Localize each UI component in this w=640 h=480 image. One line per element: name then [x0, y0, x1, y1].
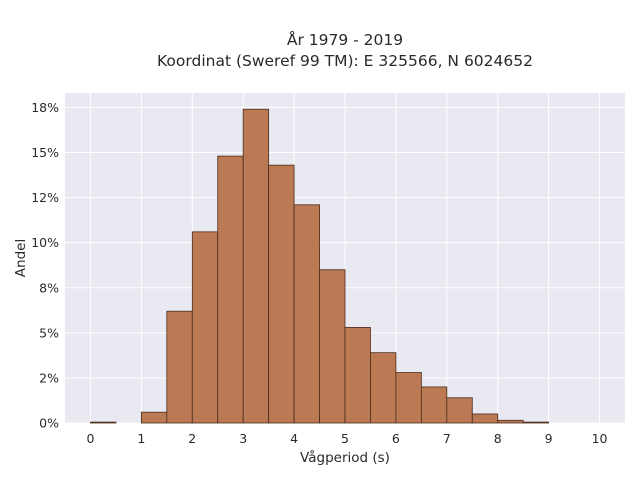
x-tick-label: 3: [239, 431, 247, 446]
histogram-bar: [395, 372, 422, 424]
y-tick-label: 0%: [39, 416, 59, 431]
y-tick-label: 5%: [39, 325, 59, 340]
x-tick-label: 9: [545, 431, 553, 446]
histogram-bar: [217, 155, 244, 424]
y-tick-label: 15%: [31, 145, 59, 160]
chart-title-line-1: År 1979 - 2019: [287, 30, 403, 49]
y-axis-ticks: 0% 2% 5% 8% 10% 12% 15% 18%: [31, 100, 59, 431]
x-tick-label: 2: [188, 431, 196, 446]
histogram-bar: [471, 413, 499, 424]
histogram-bar: [242, 108, 270, 424]
histogram-bar: [522, 421, 550, 424]
x-tick-label: 0: [86, 431, 94, 446]
histogram-bar: [140, 411, 168, 424]
x-tick-label: 7: [443, 431, 451, 446]
histogram-bar: [420, 386, 448, 424]
x-tick-label: 8: [494, 431, 502, 446]
y-tick-label: 2%: [39, 370, 59, 385]
x-axis-label: Vågperiod (s): [300, 449, 390, 466]
y-tick-label: 8%: [39, 280, 59, 295]
histogram-bar: [268, 164, 295, 424]
y-tick-label: 12%: [31, 190, 59, 205]
y-tick-label: 18%: [31, 100, 59, 115]
histogram-bar: [293, 204, 320, 424]
x-tick-label: 10: [592, 431, 608, 446]
y-tick-label: 10%: [31, 235, 59, 250]
x-tick-label: 6: [392, 431, 400, 446]
histogram-bar: [497, 419, 524, 424]
histogram-bar: [370, 352, 397, 424]
histogram-bar: [191, 231, 219, 424]
y-axis-label: Andel: [13, 239, 29, 277]
x-tick-label: 4: [290, 431, 298, 446]
histogram-bar: [446, 397, 473, 424]
chart-title-line-2: Koordinat (Sweref 99 TM): E 325566, N 60…: [157, 52, 533, 70]
histogram-bar: [166, 310, 193, 424]
histogram-bar: [319, 269, 346, 424]
bars-group: [90, 108, 550, 424]
histogram-bar: [90, 421, 117, 424]
x-tick-label: 1: [137, 431, 145, 446]
x-tick-label: 5: [341, 431, 349, 446]
x-axis-ticks: 0 1 2 3 4 5 6 7 8 9 10: [86, 431, 607, 446]
histogram-bar: [344, 327, 371, 424]
